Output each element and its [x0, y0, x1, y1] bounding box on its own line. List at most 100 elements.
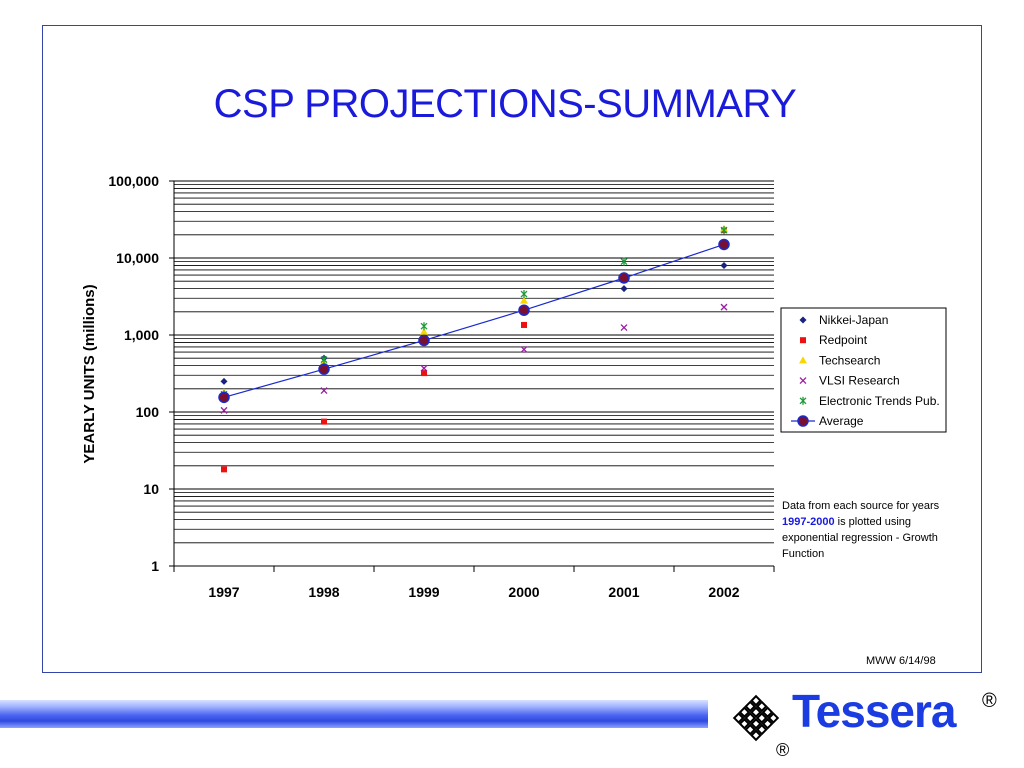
x-tick-label: 1998: [308, 584, 339, 600]
legend-marker: [797, 415, 809, 427]
registered-mark-small: ®: [776, 740, 790, 760]
note-text-start: Data from each source for years: [782, 500, 940, 512]
data-point: [220, 377, 228, 385]
logo-cell: [767, 712, 780, 724]
series-techsearch: [220, 224, 728, 396]
data-point: [320, 387, 328, 394]
data-point: [520, 296, 528, 304]
footer-gradient-bar: [0, 700, 708, 728]
x-tick-label: 1999: [408, 584, 439, 600]
chart: 1 10 100 1,000 10,000 100,000 1997 1998 1999 2000…: [81, 173, 947, 600]
logo-cell: [750, 729, 762, 742]
chart-axes: [169, 180, 775, 572]
legend-item: Techsearch: [799, 353, 880, 367]
x-tick-label: 2001: [608, 584, 639, 600]
data-point: [618, 272, 630, 284]
logo-grid: [732, 694, 780, 742]
data-point: [718, 238, 730, 251]
registered-mark: ®: [982, 690, 997, 712]
page-title: CSP PROJECTIONS-SUMMARY: [213, 82, 797, 126]
logo-cell: [761, 706, 774, 718]
legend-item: Redpoint: [800, 333, 868, 347]
note-text-end: is plotted using exponential regression …: [782, 516, 938, 560]
legend-marker: [800, 337, 806, 344]
series-electronic-trends-pub: [220, 226, 728, 399]
data-point: [221, 466, 227, 473]
legend-item: Nikkei-Japan: [799, 313, 888, 327]
legend-item: Electronic Trends Pub.: [799, 394, 940, 408]
logo-cell: [744, 700, 756, 713]
series-nikkei-japan: [220, 261, 728, 385]
series-vlsi-research: [220, 303, 728, 414]
legend-marker: [799, 316, 807, 324]
y-tick-label: 1: [151, 558, 159, 574]
legend-label: VLSI Research: [819, 374, 900, 388]
data-point: [520, 290, 528, 299]
data-point: [420, 322, 428, 331]
data-point: [520, 345, 528, 353]
logo-cell: [756, 700, 768, 713]
legend-label: Average: [819, 414, 864, 428]
data-point: [418, 334, 430, 347]
logo-cell: [738, 706, 751, 718]
legend-label: Electronic Trends Pub.: [819, 394, 940, 408]
slide-frame: [42, 25, 982, 673]
y-tick-label: 1,000: [124, 327, 159, 343]
x-tick-label: 2000: [508, 584, 539, 600]
legend-marker: [799, 356, 807, 364]
logo-cell: [756, 723, 768, 736]
chart-points: [218, 224, 730, 473]
methodology-note: Data from each source for years 1997-200…: [782, 498, 957, 562]
data-point: [620, 285, 628, 293]
y-tick-label: 10: [143, 481, 159, 497]
logo-cell: [744, 723, 756, 736]
x-tick-label: 1997: [208, 584, 239, 600]
legend-marker: [799, 377, 807, 385]
legend-label: Redpoint: [819, 333, 868, 347]
data-point: [318, 363, 330, 375]
chart-legend: Nikkei-Japan Redpoint Techsearch VLSI Resea…: [780, 307, 947, 433]
legend-label: Techsearch: [819, 353, 880, 367]
logo-cell: [756, 712, 768, 724]
y-tick-label: 100,000: [108, 173, 159, 189]
data-point: [421, 370, 427, 377]
logo-cell: [750, 718, 762, 730]
data-point: [620, 257, 628, 266]
data-point: [720, 226, 728, 235]
data-point: [218, 391, 230, 404]
legend-label: Nikkei-Japan: [819, 313, 888, 327]
y-tick-label: 100: [136, 404, 160, 420]
footer-note: MWW 6/14/98: [866, 655, 936, 667]
data-point: [320, 355, 328, 364]
logo-cell: [761, 718, 774, 730]
legend-item: VLSI Research: [799, 374, 900, 388]
tessera-logo-icon: [732, 694, 780, 742]
note-years-highlight: 1997-2000: [782, 516, 835, 528]
chart-tick-labels: 1 10 100 1,000 10,000 100,000 1997 1998 1999 2000…: [108, 173, 739, 600]
legend-marker: [799, 396, 807, 405]
logo-cell: [750, 706, 762, 718]
logo-cell: [750, 694, 762, 707]
x-tick-label: 2002: [708, 584, 739, 600]
data-point: [321, 418, 327, 425]
data-point: [720, 261, 728, 269]
data-point: [521, 321, 527, 328]
data-point: [720, 303, 728, 311]
y-axis-label: YEARLY UNITS (millions): [81, 284, 98, 463]
logo-cell: [732, 712, 745, 724]
logo-cell: [738, 718, 751, 730]
data-point: [420, 327, 428, 335]
data-point: [220, 406, 228, 414]
legend-item: Average: [791, 414, 864, 428]
average-series-line: [223, 243, 725, 398]
data-point: [420, 364, 428, 372]
chart-gridlines: [174, 180, 774, 567]
average-trend-line: [223, 243, 725, 398]
data-point: [620, 324, 628, 331]
tessera-logo-text: Tessera: [792, 685, 957, 737]
series-average: [218, 238, 730, 404]
data-point: [518, 304, 530, 316]
logo-cell: [744, 712, 756, 724]
legend-box: [780, 307, 947, 433]
y-tick-label: 10,000: [116, 250, 159, 266]
